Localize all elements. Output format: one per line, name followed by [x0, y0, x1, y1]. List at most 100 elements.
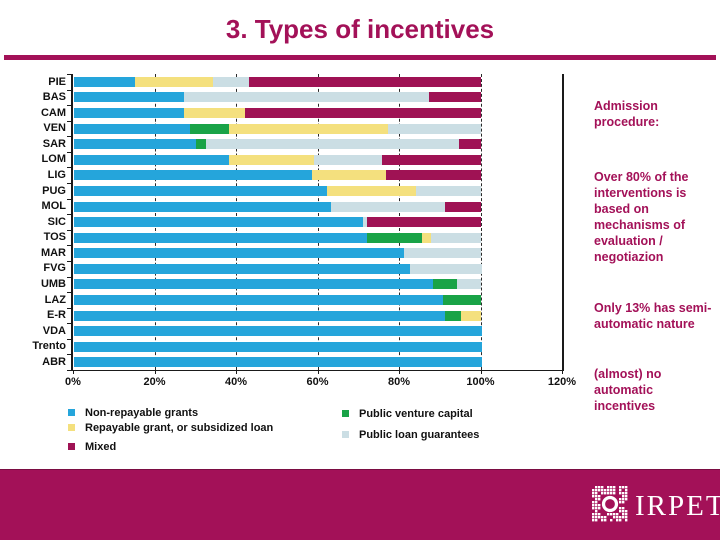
bar-segment	[206, 139, 460, 150]
bar-segment	[410, 263, 482, 274]
y-axis-tick	[67, 214, 72, 216]
x-axis-label: 0%	[65, 376, 81, 388]
bar-segment	[184, 108, 246, 119]
legend-item: Repayable grant, or subsidized loan	[68, 422, 273, 434]
logo-text: IRPET	[635, 490, 720, 522]
bar-segment	[444, 201, 482, 212]
bar-row	[74, 139, 482, 150]
x-axis-tick	[317, 370, 319, 374]
y-axis-tick	[67, 276, 72, 278]
y-axis-line	[71, 74, 73, 371]
y-axis-label: PIE	[48, 75, 66, 88]
bar-row	[74, 232, 482, 243]
bar-segment	[74, 232, 368, 243]
x-axis-tick	[73, 370, 74, 374]
y-axis-tick	[67, 354, 72, 356]
bar-segment	[74, 201, 331, 212]
bar-segment	[314, 154, 382, 165]
page-title: 3. Types of incentives	[225, 14, 495, 44]
y-axis-tick	[67, 167, 72, 169]
bar-segment	[74, 185, 327, 196]
legend-item: Non-repayable grants	[68, 407, 198, 419]
y-axis-tick	[67, 307, 72, 309]
logo-qr-pattern	[592, 486, 628, 522]
bar-row	[74, 310, 482, 321]
bar-segment	[428, 92, 482, 103]
bar-segment	[74, 248, 405, 259]
notes-paragraph: Only 13% has semi- automatic nature	[594, 301, 712, 331]
bar-segment	[190, 123, 229, 134]
legend-item: Public venture capital	[342, 408, 473, 420]
bar-segment	[249, 76, 482, 87]
legend-label: Mixed	[85, 441, 117, 453]
bar-segment	[416, 185, 482, 196]
y-axis-label: LIG	[47, 168, 66, 181]
y-axis-label: MOL	[41, 200, 66, 213]
bar-segment	[432, 279, 458, 290]
bar-segment	[74, 170, 313, 181]
bar-row	[74, 170, 482, 181]
bar-segment	[74, 326, 482, 337]
y-axis-label: UMB	[40, 278, 66, 291]
bar-segment	[74, 341, 482, 352]
notes-paragraph: (almost) no automatic incentives	[594, 367, 662, 413]
bar-segment	[74, 295, 443, 305]
y-axis-tick	[67, 183, 72, 185]
y-axis-label: MAR	[40, 246, 66, 259]
x-axis-tick	[399, 370, 400, 374]
y-axis-label: SIC	[47, 215, 66, 228]
x-axis-label: 100%	[466, 376, 495, 388]
y-axis-tick	[67, 292, 72, 294]
y-axis-tick	[67, 338, 72, 340]
bar-row	[74, 76, 482, 87]
x-axis-tick	[480, 370, 482, 374]
bar-segment	[381, 154, 482, 165]
bar-segment	[422, 232, 431, 243]
y-axis-label: VDA	[42, 324, 66, 337]
bar-segment	[312, 170, 386, 181]
y-axis-tick	[67, 260, 72, 262]
y-axis-label: SAR	[42, 137, 66, 150]
y-axis-tick	[67, 370, 72, 371]
legend-swatch	[342, 430, 349, 438]
bar-row	[74, 108, 482, 119]
y-axis-label: LOM	[41, 153, 66, 166]
bar-segment	[363, 217, 368, 228]
bar-segment	[184, 92, 429, 103]
bar-row	[74, 248, 482, 259]
notes-paragraph: Over 80% of the interventions is based o…	[594, 170, 689, 264]
bar-row	[74, 154, 482, 165]
y-axis-tick	[67, 198, 72, 200]
bar-segment	[367, 232, 423, 243]
x-axis-label: 20%	[143, 376, 166, 388]
legend-swatch	[68, 408, 75, 416]
bar-segment	[228, 154, 315, 165]
bar-segment	[196, 139, 207, 150]
y-axis-tick	[67, 245, 72, 247]
bar-row	[74, 217, 482, 228]
notes-column: Admission procedure: Over 80% of the int…	[594, 82, 716, 430]
legend-swatch	[342, 409, 349, 417]
bar-segment	[212, 76, 250, 87]
y-axis-tick	[67, 229, 72, 231]
bar-segment	[74, 357, 482, 368]
bar-segment	[326, 185, 417, 196]
bar-row	[74, 341, 482, 352]
y-axis-label: Trento	[32, 340, 66, 353]
legend-item: Public loan guarantees	[342, 429, 479, 441]
bar-row	[74, 279, 482, 290]
y-axis-label: CAM	[40, 106, 66, 119]
bar-segment	[74, 139, 197, 150]
bar-segment	[387, 123, 482, 134]
irpet-logo: IRPET	[592, 486, 720, 522]
bar-row	[74, 295, 482, 305]
x-axis-tick	[236, 370, 237, 374]
bar-segment	[385, 170, 482, 181]
bar-segment	[74, 310, 445, 321]
y-axis-label: VEN	[43, 122, 66, 135]
bar-segment	[74, 92, 185, 103]
legend-swatch	[68, 442, 75, 450]
y-axis-tick	[67, 74, 72, 75]
